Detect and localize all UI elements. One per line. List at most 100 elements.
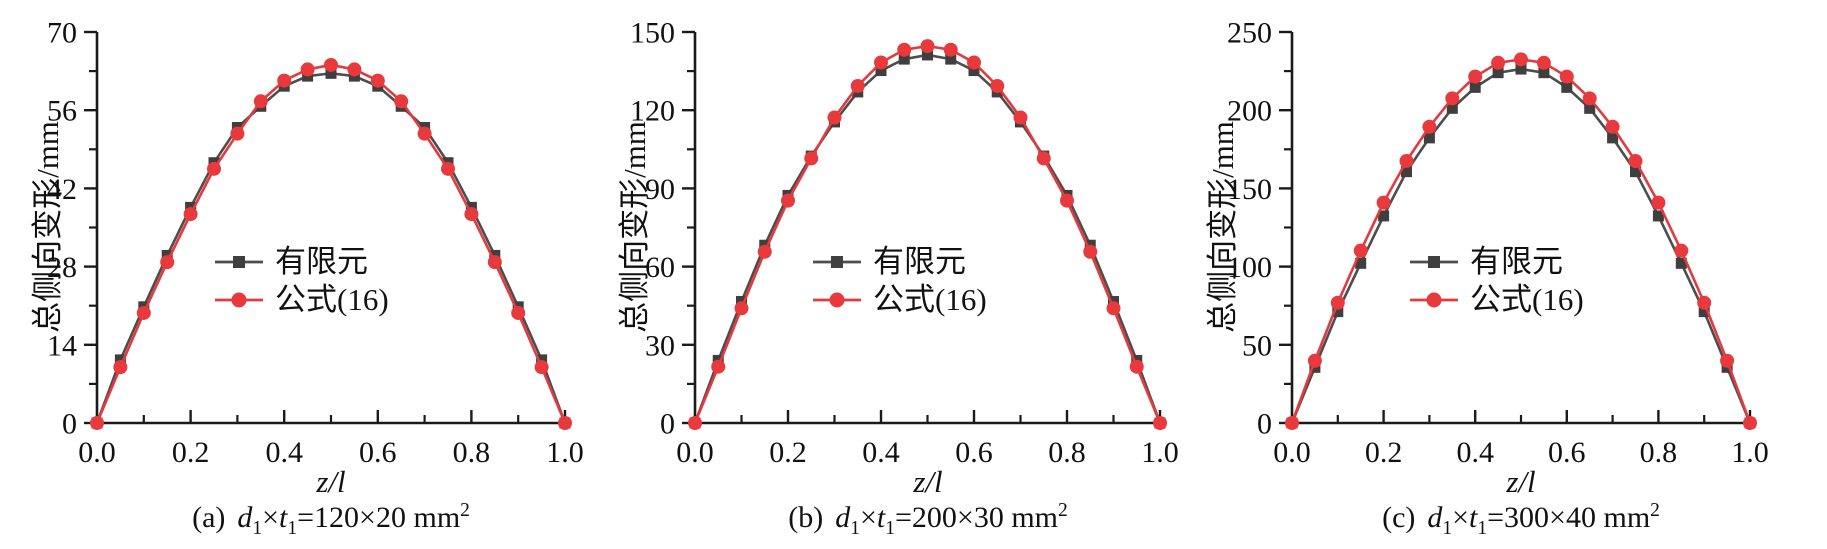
x-axis-label-c: z/l	[1506, 464, 1536, 499]
legend-circle-marker	[231, 292, 247, 308]
data-point-square	[1515, 63, 1527, 75]
data-point-circle	[734, 301, 749, 316]
data-point-circle	[136, 305, 151, 320]
data-point-square	[1469, 81, 1481, 93]
x-axis-label-a: z/l	[316, 464, 346, 499]
data-point-circle	[1285, 416, 1299, 430]
y-axis-label-a: 总侧向变形/mm	[30, 121, 65, 333]
data-point-square	[1652, 210, 1664, 222]
data-point-circle	[874, 55, 888, 70]
data-point-square	[1401, 166, 1412, 178]
data-point-circle	[1399, 154, 1414, 169]
data-point-square	[945, 53, 957, 65]
y-tick-label: 0	[1257, 408, 1272, 441]
y-tick-label: 60	[645, 251, 675, 284]
legend-label-formula-a: 公式(16)	[275, 282, 389, 317]
data-point-circle	[113, 360, 128, 375]
data-point-square	[898, 53, 910, 65]
x-tick-label: 0.4	[862, 436, 900, 469]
data-point-circle	[230, 126, 245, 141]
y-axis-label-c: 总侧向变形/mm	[1205, 121, 1240, 333]
data-point-circle	[1514, 52, 1528, 67]
data-point-circle	[1060, 193, 1074, 208]
y-tick-label: 90	[645, 173, 675, 206]
legend-label-formula-b: 公式(16)	[873, 282, 987, 317]
data-point-square	[325, 67, 337, 79]
data-point-square	[1630, 166, 1641, 178]
data-point-square	[114, 354, 126, 366]
data-point-circle	[370, 73, 385, 88]
data-point-circle	[417, 126, 432, 141]
data-point-circle	[781, 193, 795, 208]
axes	[1290, 32, 1750, 425]
data-point-circle	[1013, 110, 1028, 125]
data-point-circle	[1720, 353, 1735, 368]
legend-square-marker	[1428, 256, 1440, 268]
x-axis-label-b: z/l	[913, 464, 943, 499]
data-point-square	[1492, 67, 1504, 79]
y-tick-label: 120	[630, 95, 675, 128]
data-point-square	[1378, 210, 1390, 222]
data-point-circle	[441, 161, 455, 176]
data-point-circle	[1674, 243, 1689, 258]
data-point-circle	[1307, 353, 1322, 368]
data-point-circle	[1628, 154, 1643, 169]
x-tick-label: 1.0	[1731, 436, 1769, 469]
data-point-square	[1423, 132, 1435, 144]
x-tick-label: 1.0	[546, 436, 584, 469]
data-point-circle	[1697, 295, 1712, 310]
chart-panel-c: 0 50 100 150 200 250 0.0 0.2 0.4 0.6 0.8 1.0	[1227, 17, 1769, 470]
chart-panel-b: 0 30 60 90 120 150 0.0 0.2 0.4 0.6 0.8 1.0	[630, 17, 1179, 470]
x-tick-label: 0.6	[955, 436, 993, 469]
x-tick-label: 0.8	[453, 436, 491, 469]
y-tick-label: 0	[660, 408, 675, 441]
data-point-circle	[1536, 55, 1551, 70]
x-tick-label: 0.2	[172, 436, 210, 469]
x-tick-label: 0.8	[1048, 436, 1086, 469]
data-point-square	[1675, 257, 1687, 269]
data-point-circle	[1445, 91, 1460, 106]
data-point-circle	[1083, 244, 1098, 259]
data-point-circle	[511, 305, 526, 320]
legend-label-fem-b: 有限元	[873, 244, 966, 279]
x-tick-label: 0.8	[1640, 436, 1678, 469]
data-point-circle	[804, 151, 819, 166]
data-point-square	[1561, 81, 1573, 93]
data-point-circle	[1376, 195, 1391, 210]
data-point-square	[1446, 102, 1458, 114]
data-point-circle	[1491, 55, 1506, 70]
data-point-circle	[90, 416, 104, 430]
chart-caption-b: (b) d1×t1=200×30 mm2	[788, 500, 1068, 539]
legend-label-fem-c: 有限元	[1470, 244, 1563, 279]
y-tick-label: 150	[1227, 173, 1272, 206]
x-tick-label: 0.0	[676, 436, 714, 469]
chart-caption-c: (c) d1×t1=300×40 mm2	[1382, 500, 1660, 539]
y-tick-label: 200	[1227, 95, 1272, 128]
data-point-square	[536, 354, 548, 366]
y-tick-label: 42	[47, 173, 77, 206]
data-point-square	[968, 65, 980, 77]
data-point-circle	[1353, 243, 1368, 258]
data-point-circle	[1468, 69, 1483, 84]
legend-square-marker	[831, 256, 843, 268]
data-point-circle	[253, 94, 268, 109]
data-point-circle	[347, 62, 362, 77]
data-point-circle	[160, 255, 175, 270]
y-tick-label: 0	[62, 408, 77, 441]
data-point-circle	[1743, 416, 1757, 430]
axes	[95, 32, 565, 425]
data-point-circle	[534, 360, 549, 375]
x-tick-label: 0.2	[1365, 436, 1403, 469]
axes	[693, 32, 1160, 425]
data-point-circle	[464, 207, 479, 222]
x-tick-label: 1.0	[1141, 436, 1179, 469]
data-point-circle	[1106, 301, 1121, 316]
data-point-square	[1332, 306, 1344, 318]
x-tick-label: 0.4	[1456, 436, 1494, 469]
legend-circle-marker	[829, 292, 845, 308]
data-point-circle	[1330, 295, 1345, 310]
y-tick-label: 56	[47, 95, 77, 128]
data-point-square	[1355, 257, 1367, 269]
y-tick-label: 250	[1227, 17, 1272, 50]
